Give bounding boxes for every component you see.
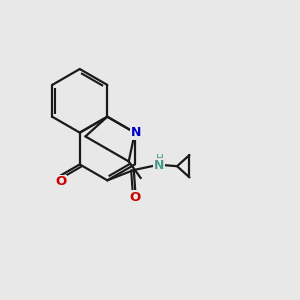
Text: N: N: [131, 126, 141, 139]
Text: N: N: [154, 159, 165, 172]
Text: O: O: [130, 191, 141, 204]
Text: O: O: [55, 176, 66, 188]
Text: H: H: [155, 154, 163, 164]
